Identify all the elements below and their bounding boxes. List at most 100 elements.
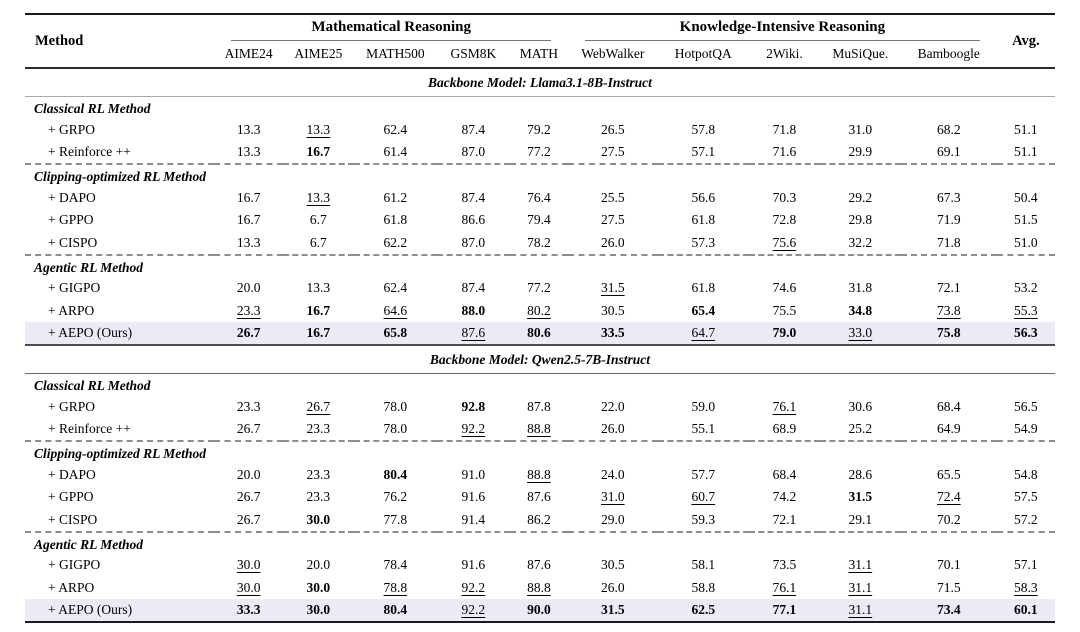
metric-value: 62.5 [691,602,716,617]
metric-cell: 68.9 [749,417,820,442]
metric-value: 86.6 [461,212,486,227]
metric-cell: 13.3 [214,231,283,256]
metric-cell: 88.8 [510,576,568,599]
metric-cell: 88.8 [509,417,569,442]
method-cell: + GRPO [48,121,95,137]
metric-value: 28.6 [848,466,873,482]
metric-cell: 86.6 [437,209,510,232]
metric-value: 87.4 [461,280,486,295]
metric-cell: 68.4 [901,395,997,418]
method-group-row: Classical RL Method [25,374,1055,396]
metric-value: 77.2 [527,144,551,159]
metric-cell: 29.1 [819,508,901,533]
metric-value: 60.1 [1014,602,1038,617]
metric-value: 76.2 [383,489,408,504]
metric-value: 33.0 [848,325,873,340]
metric-cell: 13.3 [283,118,354,141]
metric-cell: 54.9 [996,417,1055,442]
metric-cell: 30.6 [820,395,901,418]
metric-value: 20.0 [306,557,331,572]
table-row: + AEPO (Ours) 33.3 30.0 80.4 92.2 90.0 31.5 62.… [25,598,1055,623]
metric-cell: 61.4 [353,140,437,165]
metric-cell: 28.6 [820,463,901,486]
metric-value: 80.2 [527,302,551,318]
metric-cell: 62.4 [354,277,437,300]
metric-cell: 31.5 [568,598,658,623]
metric-value: 92.2 [461,421,486,436]
metric-value: 73.8 [936,302,961,318]
metric-cell: 79.2 [510,118,568,141]
table-row: + ARPO 30.0 30.0 78.8 92.2 88.8 26.0 58.8 76.1 31… [25,576,1055,599]
metric-cell: 90.0 [509,598,569,623]
metric-value: 71.8 [772,121,797,137]
method-group-row: Agentic RL Method [25,255,1055,277]
metric-cell: 13.3 [214,118,283,141]
metric-cell: 24.0 [568,463,657,486]
method-group-row: Agentic RL Method [25,532,1055,554]
metric-value: 30.0 [236,557,261,572]
metric-value: 25.5 [600,189,625,205]
metric-cell: 26.7 [283,395,354,418]
metric-cell: 87.6 [510,486,568,509]
metric-cell: 59.3 [657,508,750,533]
method-cell: + CISPO [25,508,215,533]
metric-value: 91.6 [461,489,486,504]
metric-cell: 78.4 [354,554,437,577]
method-group-row: Clipping-optimized RL Method [25,164,1055,186]
metric-cell: 33.3 [214,598,283,623]
metric-cell: 72.4 [901,486,997,509]
math-reasoning-group-header: Mathematical Reasoning [214,14,568,42]
table-row: + Reinforce ++ 26.7 23.3 78.0 92.2 88.8 26.0 55… [25,417,1055,442]
method-group-label: Clipping-optimized RL Method [34,169,207,184]
metric-value: 34.8 [848,302,873,318]
metric-cell: 34.8 [820,299,901,322]
metric-cell: 88.8 [510,463,568,486]
metric-value: 6.7 [309,212,327,227]
metric-value: 62.4 [383,121,408,137]
metric-cell: 16.7 [283,299,354,322]
metric-cell: 71.6 [749,140,820,165]
metric-cell: 56.5 [997,395,1055,418]
metric-cell: 67.3 [901,186,997,209]
metric-cell: 60.7 [658,486,750,509]
method-group-label: Agentic RL Method [34,536,144,552]
metric-cell: 57.7 [658,463,750,486]
method-cell: + Reinforce ++ [25,140,215,165]
metric-cell: 22.0 [568,395,657,418]
method-cell: + DAPO [48,466,96,482]
method-group-label: Classical RL Method [34,378,151,393]
table-row: + GIGPO 30.0 20.0 78.4 91.6 87.6 30.5 58.1 73.5 3… [25,554,1055,577]
method-cell: + ARPO [48,302,95,318]
metric-cell: 29.9 [819,140,901,165]
metric-value: 68.4 [772,466,797,482]
metric-cell: 26.5 [568,118,657,141]
metric-value: 87.0 [461,234,486,250]
metric-value: 77.8 [383,511,408,527]
table-row: + DAPO 16.7 13.3 61.2 87.4 76.4 25.5 56.6 70.3 29… [25,186,1055,209]
metric-cell: 76.1 [749,395,820,418]
metric-cell: 26.0 [568,417,658,442]
metric-value: 30.6 [848,398,873,414]
column-header-aime25: AIME25 [282,42,354,69]
metric-cell: 62.2 [353,231,437,256]
metric-cell: 87.4 [437,186,510,209]
metric-cell: 16.7 [214,209,283,232]
metric-cell: 31.1 [820,554,901,577]
metric-cell: 51.5 [997,209,1055,232]
metric-cell: 69.1 [900,140,997,165]
metric-value: 87.4 [461,189,486,205]
metric-cell: 56.3 [996,321,1055,346]
metric-cell: 75.5 [749,299,820,322]
metric-cell: 70.1 [901,554,997,577]
metric-cell: 87.6 [510,554,568,577]
metric-value: 31.5 [600,602,625,617]
metric-value: 73.4 [936,602,961,617]
metric-cell: 51.0 [996,231,1055,256]
metric-cell: 57.1 [997,554,1055,577]
metric-cell: 74.6 [749,277,820,300]
metric-value: 71.9 [936,212,961,227]
metric-cell: 87.4 [437,277,510,300]
method-group-row: Classical RL Method [25,97,1055,119]
metric-cell: 77.2 [509,140,569,165]
